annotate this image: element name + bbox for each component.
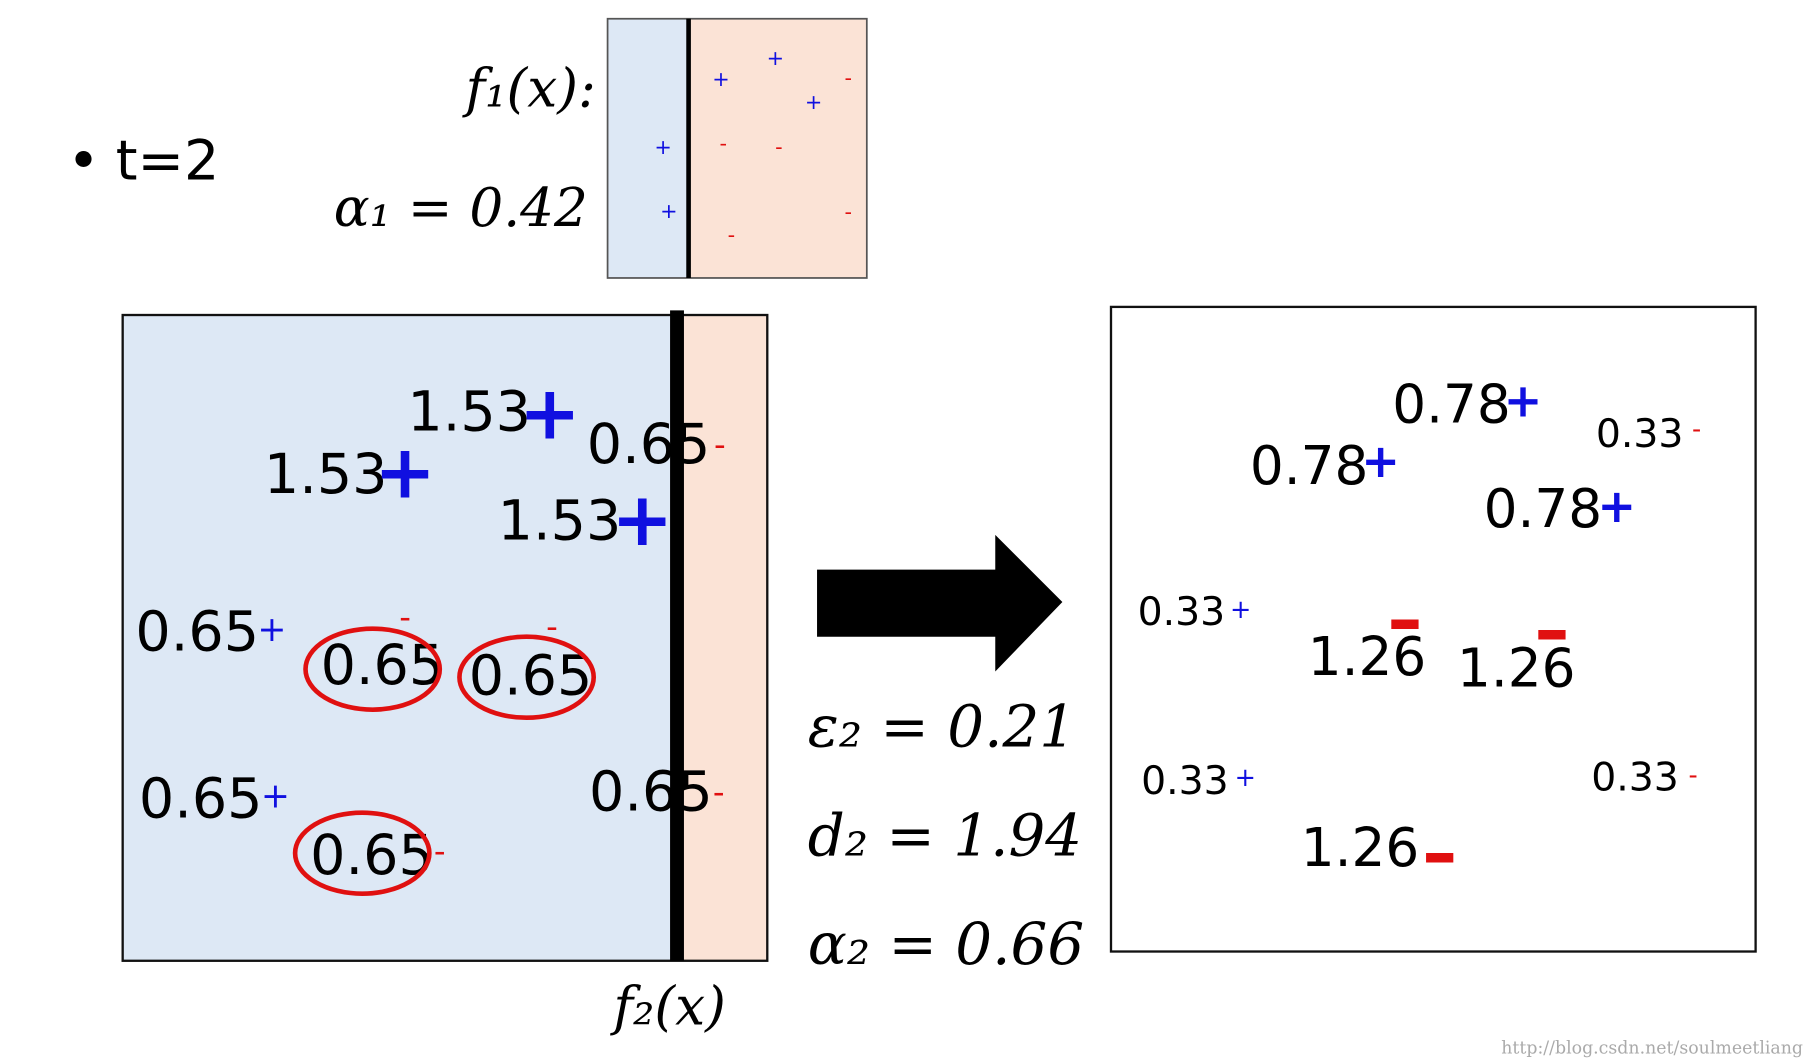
sign: - — [728, 223, 736, 247]
sign: - — [713, 773, 725, 811]
f2-label: f₂(x) — [609, 975, 726, 1037]
weight: 0.33 — [1596, 411, 1684, 457]
bullet-text: t=2 — [116, 129, 220, 194]
weight: 0.65 — [587, 412, 711, 477]
equation: ε₂ = 0.21 — [808, 693, 1076, 761]
sign: + — [257, 610, 286, 650]
sign: - — [775, 135, 783, 159]
weight: 0.33 — [1141, 758, 1229, 804]
weight: 0.65 — [469, 644, 593, 709]
equation: α₂ = 0.66 — [808, 910, 1084, 978]
weight: 0.65 — [135, 600, 259, 665]
sign: + — [261, 776, 290, 816]
f2-positive-region — [122, 315, 678, 961]
watermark: http://blog.csdn.net/soulmeetliang — [1501, 1038, 1803, 1058]
sign: - — [1689, 761, 1698, 791]
weight: 1.26 — [1457, 637, 1576, 699]
sign: + — [767, 46, 784, 70]
equation: d₂ = 1.94 — [808, 801, 1082, 869]
sign: - — [845, 200, 853, 224]
sign: + — [654, 135, 671, 159]
sign: + — [519, 370, 581, 456]
weight: 0.33 — [1591, 755, 1679, 801]
f2-box — [121, 313, 769, 962]
sign: - — [546, 607, 558, 645]
circle-highlight — [457, 634, 597, 721]
sign: - — [1387, 582, 1424, 660]
sign: + — [660, 199, 677, 223]
sign: + — [1230, 595, 1251, 625]
weight: 0.33 — [1138, 589, 1226, 635]
sign: - — [714, 426, 726, 464]
f1-box — [606, 17, 868, 279]
weight: 1.26 — [1301, 817, 1420, 879]
f2-border — [121, 313, 769, 962]
sign: - — [1421, 815, 1458, 893]
weight: 0.78 — [1484, 478, 1603, 540]
f1-label: f₁(x): — [461, 58, 596, 120]
sign: + — [1597, 479, 1636, 533]
sign: + — [805, 90, 822, 114]
circle-highlight — [303, 626, 443, 712]
weight: 0.78 — [1392, 374, 1511, 436]
weight: 0.65 — [589, 759, 713, 824]
sign: - — [720, 132, 728, 156]
weight: 0.78 — [1250, 435, 1369, 497]
sign: - — [434, 832, 446, 870]
sign: + — [712, 67, 729, 91]
f2-negative-region — [677, 315, 768, 961]
bullet-dot: • — [67, 129, 100, 194]
weight: 1.53 — [264, 442, 388, 507]
arrow — [817, 534, 1063, 672]
weight: 1.53 — [407, 380, 531, 445]
sign: + — [1504, 374, 1543, 428]
sign: - — [1692, 415, 1701, 445]
f1-border — [606, 17, 868, 279]
result-box — [1109, 305, 1757, 953]
sign: + — [1361, 434, 1400, 488]
alpha1-label: α₁ = 0.42 — [334, 177, 588, 239]
sign: - — [845, 66, 853, 90]
sign: + — [1235, 763, 1256, 793]
weight: 1.26 — [1308, 626, 1427, 688]
sign: - — [399, 598, 411, 636]
circle-highlight — [292, 810, 432, 896]
weight: 1.53 — [498, 489, 622, 554]
f1-positive-region — [607, 18, 689, 278]
sign: + — [611, 477, 673, 563]
f1-negative-region — [688, 18, 867, 278]
weight: 0.65 — [139, 766, 263, 831]
sign: + — [374, 429, 436, 515]
sign: - — [1533, 592, 1570, 670]
